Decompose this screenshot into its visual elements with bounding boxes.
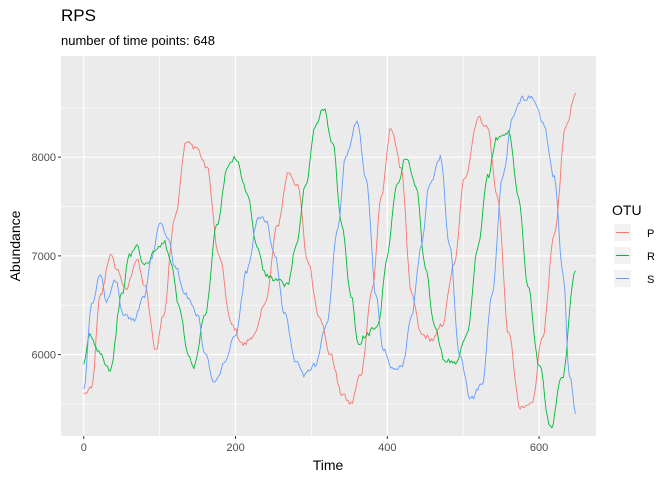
- y-tick-label: 7000: [32, 251, 56, 263]
- x-axis: 0 200 400 600: [81, 436, 548, 454]
- x-tick-label: 200: [226, 442, 244, 454]
- chart-subtitle: number of time points: 648: [61, 33, 215, 48]
- legend: OTU PRS: [612, 202, 655, 287]
- y-axis-label: Abundance: [7, 210, 23, 281]
- x-axis-label: Time: [313, 457, 344, 473]
- series-line-S: [83, 95, 576, 414]
- y-tick-label: 8000: [32, 152, 56, 164]
- y-tick-label: 6000: [32, 350, 56, 362]
- series-line-R: [83, 108, 576, 429]
- x-tick-label: 600: [530, 442, 548, 454]
- x-tick-label: 0: [81, 442, 87, 454]
- chart-title: RPS: [61, 6, 96, 25]
- legend-label-P: P: [647, 228, 654, 240]
- legend-label-S: S: [647, 274, 654, 286]
- series-lines: [83, 92, 576, 429]
- legend-label-R: R: [647, 251, 655, 263]
- x-tick-label: 400: [378, 442, 396, 454]
- y-axis: 6000 7000 8000: [32, 152, 61, 362]
- series-line-P: [83, 92, 576, 410]
- minor-gridlines: [61, 56, 596, 436]
- legend-title: OTU: [612, 202, 642, 218]
- plot-panel: [61, 56, 596, 436]
